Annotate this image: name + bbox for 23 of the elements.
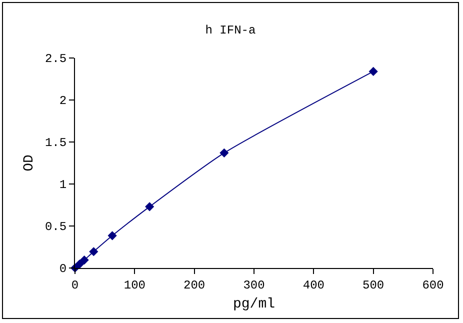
point <box>80 255 89 265</box>
point <box>75 260 84 269</box>
y-tick-label: 0 <box>59 262 67 276</box>
y-axis-title: OD <box>22 154 38 172</box>
point <box>89 247 98 256</box>
x-tick-label: 200 <box>184 278 206 292</box>
point <box>220 148 229 158</box>
x-tick-label: 500 <box>362 278 384 292</box>
y-tick-label: 0.5 <box>44 220 67 234</box>
point <box>145 202 154 212</box>
chart-title: h IFN-a <box>205 23 256 38</box>
x-tick-label: 100 <box>124 278 146 292</box>
y-tick-label: 1 <box>59 178 67 192</box>
y-tick-label: 2.5 <box>44 52 67 66</box>
x-tick-label: 0 <box>71 278 79 292</box>
y-tick-label: 2 <box>59 94 67 108</box>
y-tick-label: 1.5 <box>44 136 67 150</box>
x-axis-title: pg/ml <box>232 296 276 313</box>
point <box>368 66 378 76</box>
x-tick-label: 400 <box>302 278 324 292</box>
x-tick-label: 600 <box>422 278 444 292</box>
point <box>108 231 117 240</box>
x-tick-label: 300 <box>243 278 265 292</box>
